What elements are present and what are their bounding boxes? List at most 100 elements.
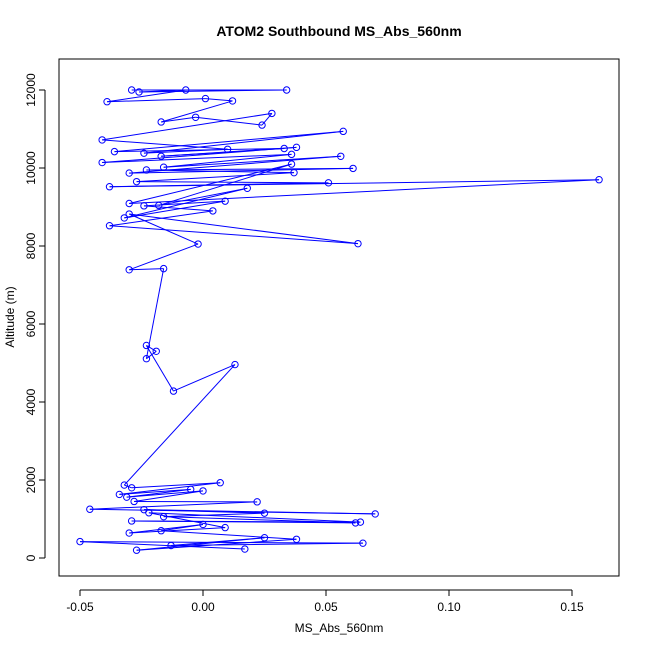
series-segment	[123, 364, 236, 486]
series-segment	[102, 112, 272, 141]
data-point	[290, 168, 298, 177]
series-segment	[143, 130, 344, 154]
x-tick-label: -0.05	[66, 600, 94, 614]
data-point	[260, 509, 269, 517]
data-point	[130, 497, 138, 506]
data-point	[351, 519, 360, 527]
data-point	[253, 498, 261, 506]
data-point	[223, 145, 232, 153]
data-point	[159, 264, 168, 273]
data-point	[135, 88, 143, 96]
data-point	[145, 509, 153, 517]
data-point	[105, 183, 114, 191]
data-point	[287, 150, 296, 159]
data-point	[127, 484, 136, 492]
data-point	[159, 163, 168, 171]
series-segment	[195, 116, 263, 126]
data-point	[125, 266, 133, 274]
x-tick-label: 0.00	[191, 600, 215, 614]
series-segment	[161, 116, 196, 123]
data-point	[359, 539, 367, 547]
y-tick-label: 10000	[24, 151, 38, 185]
series-segment	[163, 155, 341, 168]
data-point	[125, 199, 133, 208]
series-segment	[129, 213, 199, 245]
series-segment	[139, 89, 186, 93]
data-point	[142, 166, 151, 174]
x-axis: -0.05 0.00 0.05 0.10 0.15	[66, 589, 584, 614]
data-point	[157, 527, 165, 535]
data-point	[194, 240, 202, 248]
series-segment	[129, 527, 226, 534]
series-segment	[129, 268, 164, 271]
y-tick-label: 6000	[24, 310, 38, 337]
series-segment	[139, 89, 287, 93]
data-point	[356, 518, 365, 526]
series-segment	[161, 100, 233, 123]
data-point	[98, 136, 106, 144]
data-point	[127, 86, 136, 94]
series-segment	[143, 509, 265, 514]
series-segment	[148, 512, 361, 523]
plot-frame	[58, 58, 620, 577]
series-segment	[143, 205, 213, 212]
series-segment	[102, 146, 297, 164]
data-point	[292, 143, 301, 152]
data-point	[140, 202, 148, 210]
data-point	[199, 487, 207, 495]
series-segment	[124, 484, 132, 489]
data-point	[260, 534, 269, 542]
data-point	[216, 479, 224, 487]
series-segment	[119, 488, 191, 495]
data-point	[105, 222, 114, 230]
y-tick-label: 4000	[24, 388, 38, 415]
data-point	[155, 201, 163, 210]
series-segment	[161, 530, 297, 540]
series-segment	[163, 512, 265, 518]
data-point	[103, 98, 111, 106]
data-point	[152, 347, 160, 355]
data-point	[86, 505, 94, 513]
data-point	[199, 520, 207, 529]
series-segment	[102, 139, 228, 150]
series-segment	[163, 153, 292, 168]
series-segment	[106, 89, 186, 103]
series-segment	[161, 523, 204, 532]
data-point	[169, 387, 178, 395]
data-point	[324, 179, 333, 187]
data-point	[231, 360, 239, 369]
x-tick-label: 0.05	[314, 600, 338, 614]
data-point	[157, 118, 165, 126]
y-tick-label: 12000	[24, 73, 38, 107]
x-axis-label: MS_Abs_560nm	[295, 621, 384, 635]
series-points	[76, 86, 603, 554]
series-segment	[109, 179, 600, 188]
series-segment	[171, 542, 363, 547]
series-segment	[114, 148, 285, 153]
series-segment	[131, 520, 361, 523]
data-point	[76, 537, 84, 546]
series-segment	[129, 179, 600, 204]
data-point	[339, 127, 347, 136]
data-point	[127, 517, 136, 525]
data-point	[280, 144, 288, 153]
series-segment	[109, 225, 359, 245]
y-tick-label: 2000	[24, 466, 38, 493]
y-tick-label: 0	[24, 554, 38, 561]
data-point	[132, 177, 141, 186]
data-point	[228, 97, 237, 105]
series-segment	[148, 512, 226, 529]
series-segment	[158, 163, 292, 206]
data-point	[167, 541, 175, 550]
series-segment	[119, 482, 221, 495]
series-segment	[129, 163, 292, 204]
series-segment	[107, 98, 206, 103]
data-point	[125, 529, 133, 537]
data-point	[191, 113, 200, 122]
data-point	[110, 147, 119, 156]
data-point	[159, 512, 168, 521]
data-point	[241, 545, 249, 553]
data-point	[120, 214, 128, 222]
series-segment	[131, 482, 221, 489]
